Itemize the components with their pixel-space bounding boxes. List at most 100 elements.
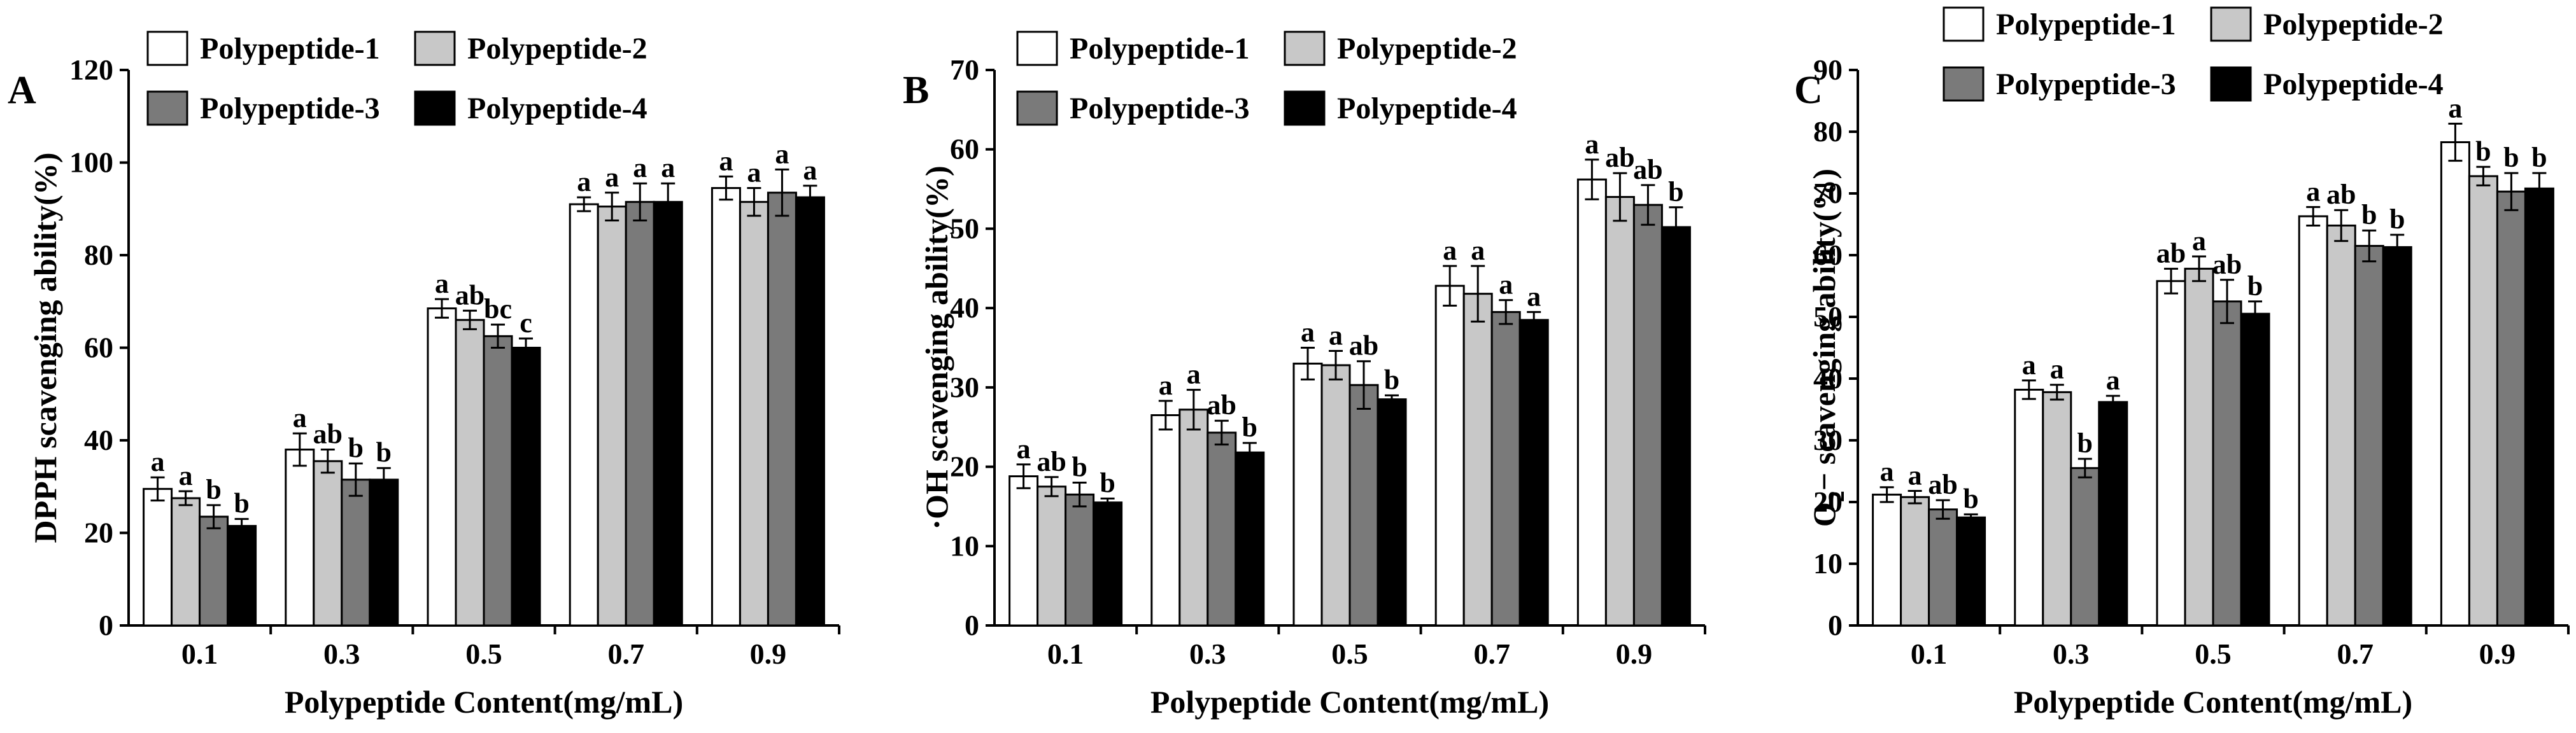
significance-letter: ab — [455, 279, 485, 311]
significance-letter: ab — [1633, 154, 1662, 185]
significance-letter: ab — [2156, 237, 2186, 269]
significance-letter: a — [2192, 225, 2206, 256]
significance-letter: c — [520, 307, 532, 339]
bar-polypeptide-1-0.7 — [569, 203, 599, 627]
x-tick-label: 0.7 — [607, 638, 644, 670]
x-tick-label: 0.1 — [1911, 638, 1948, 670]
legend-swatch-polypeptide-4 — [1284, 90, 1326, 126]
bar-polypeptide-3-0.5 — [483, 335, 513, 627]
significance-letter: ab — [1037, 446, 1066, 477]
significance-letter: b — [2077, 428, 2093, 459]
x-tick-label: 0.9 — [2479, 638, 2516, 670]
y-tick-label: 80 — [1813, 115, 1843, 148]
significance-letter: b — [1072, 452, 1087, 483]
significance-letter: b — [1100, 467, 1115, 498]
legend-label: Polypeptide-4 — [2263, 67, 2444, 101]
significance-letter: b — [1963, 483, 1978, 514]
legend-swatch-polypeptide-1 — [1943, 6, 1985, 42]
bar-polypeptide-4-0.3 — [369, 478, 399, 627]
x-tick-label: 0.9 — [1616, 638, 1653, 670]
y-tick-label: 20 — [84, 517, 113, 549]
x-tick-label: 0.5 — [2195, 638, 2232, 670]
bar-polypeptide-2-0.9 — [1604, 196, 1635, 627]
y-tick-label: 20 — [1813, 485, 1843, 518]
legend-swatch-polypeptide-3 — [1943, 66, 1985, 102]
bar-polypeptide-2-0.5 — [455, 319, 485, 627]
bar-polypeptide-3-0.3 — [1207, 431, 1237, 627]
significance-letter: a — [2106, 365, 2120, 396]
bar-polypeptide-1-0.9 — [711, 187, 741, 627]
significance-letter: b — [348, 432, 364, 463]
significance-letter: a — [2050, 354, 2064, 385]
bar-polypeptide-3-0.3 — [2070, 467, 2100, 627]
significance-letter: a — [293, 402, 307, 433]
panel-letter: B — [903, 69, 929, 112]
y-tick-label: 60 — [1813, 239, 1843, 271]
y-tick-label: 40 — [84, 424, 113, 456]
bar-polypeptide-3-0.5 — [2212, 300, 2242, 627]
x-tick-label: 0.7 — [1473, 638, 1510, 670]
legend-label: Polypeptide-3 — [1996, 67, 2176, 101]
legend-swatch-polypeptide-2 — [414, 31, 456, 66]
bar-polypeptide-4-0.5 — [2240, 312, 2270, 627]
legend-swatch-polypeptide-4 — [414, 90, 456, 126]
x-tick-label: 0.3 — [2053, 638, 2090, 670]
y-tick-label: 0 — [965, 609, 979, 641]
legend-swatch-polypeptide-2 — [2210, 6, 2252, 42]
bar-polypeptide-3-0.9 — [767, 192, 797, 627]
bar-polypeptide-4-0.7 — [653, 200, 683, 627]
significance-letter: ab — [2326, 179, 2356, 210]
significance-letter: a — [1017, 433, 1031, 464]
bar-polypeptide-2-0.3 — [1178, 408, 1209, 627]
significance-letter: b — [2503, 142, 2519, 173]
bar-polypeptide-2-0.1 — [171, 497, 201, 627]
legend: Polypeptide-1 Polypeptide-2 Polypeptide-3 P… — [1016, 31, 1517, 126]
y-tick-label: 40 — [1813, 362, 1843, 394]
bar-polypeptide-4-0.1 — [1093, 501, 1123, 627]
significance-letter: a — [1187, 359, 1201, 390]
y-tick-label: 10 — [1813, 547, 1843, 580]
bar-polypeptide-1-0.5 — [2156, 280, 2186, 627]
y-tick-label: 30 — [950, 371, 979, 403]
significance-letter: b — [2531, 142, 2547, 173]
legend: Polypeptide-1 Polypeptide-2 Polypeptide-3 P… — [1943, 6, 2444, 102]
legend-label: Polypeptide-3 — [200, 92, 380, 125]
bar-polypeptide-4-0.9 — [2524, 187, 2554, 627]
x-tick-label: 0.3 — [323, 638, 360, 670]
bar-polypeptide-4-0.1 — [227, 525, 257, 627]
y-axis-title-subscript: 2 — [1823, 491, 1849, 502]
y-tick-label: 60 — [950, 133, 979, 165]
legend-label: Polypeptide-4 — [467, 92, 648, 125]
bar-polypeptide-3-0.7 — [2354, 244, 2384, 627]
significance-letter: a — [2022, 349, 2036, 380]
bar-polypeptide-3-0.7 — [1490, 311, 1521, 627]
bar-polypeptide-4-0.7 — [1518, 319, 1549, 627]
significance-letter: b — [1384, 364, 1399, 395]
significance-letter: a — [179, 460, 193, 491]
bar-polypeptide-2-0.7 — [597, 206, 627, 627]
significance-letter: b — [1668, 176, 1683, 207]
significance-letter: a — [2448, 92, 2462, 123]
bar-polypeptide-4-0.5 — [511, 347, 541, 627]
significance-letter: a — [1880, 456, 1894, 487]
significance-letter: ab — [1349, 330, 1378, 361]
significance-letter: a — [1471, 235, 1485, 266]
bar-polypeptide-2-0.3 — [313, 460, 343, 627]
x-axis-title: Polypeptide Content(mg/mL) — [1150, 684, 1549, 720]
significance-letter: ab — [1207, 389, 1236, 421]
y-tick-label: 80 — [84, 239, 113, 271]
bar-polypeptide-1-0.7 — [2298, 215, 2328, 627]
legend-label: Polypeptide-1 — [200, 32, 380, 66]
bar-polypeptide-1-0.1 — [143, 487, 173, 627]
significance-letter: ab — [1605, 142, 1634, 173]
panel-letter: C — [1794, 69, 1823, 112]
bar-polypeptide-3-0.9 — [1632, 204, 1663, 627]
significance-letter: a — [661, 152, 675, 183]
significance-letter: a — [719, 145, 733, 176]
bar-polypeptide-3-0.9 — [2496, 190, 2526, 627]
legend-label: Polypeptide-2 — [2263, 8, 2444, 41]
bar-polypeptide-2-0.9 — [2468, 175, 2498, 627]
